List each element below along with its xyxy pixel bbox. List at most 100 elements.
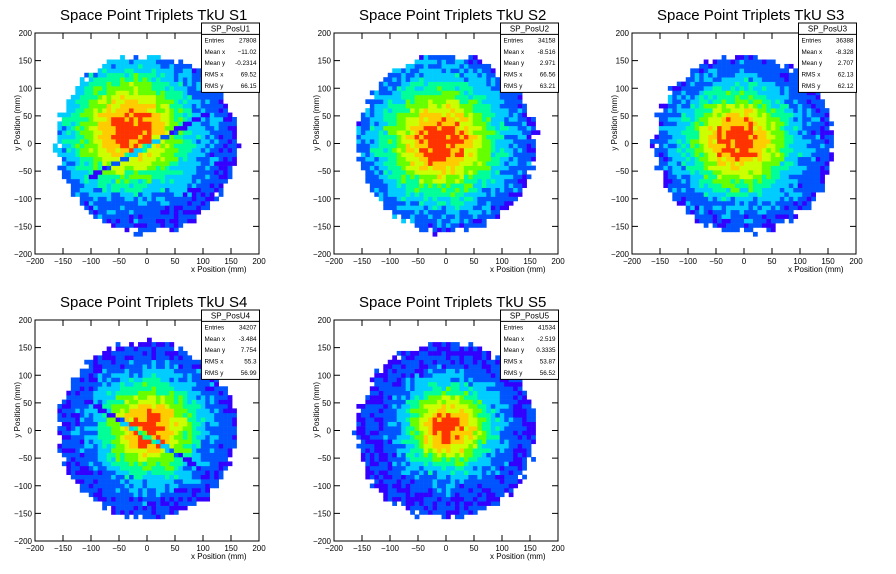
heatmap-cell bbox=[454, 161, 460, 166]
heatmap-cell bbox=[472, 183, 478, 188]
heatmap-cell bbox=[824, 121, 830, 127]
heatmap-cell bbox=[93, 72, 99, 78]
heatmap-cell bbox=[378, 103, 384, 109]
heatmap-cell bbox=[802, 200, 808, 206]
heatmap-cell bbox=[106, 377, 112, 383]
heatmap-cell bbox=[138, 368, 143, 374]
heatmap-cell bbox=[111, 359, 116, 365]
heatmap-cell bbox=[486, 99, 492, 105]
heatmap-cell bbox=[726, 59, 731, 65]
heatmap-cell bbox=[147, 501, 152, 506]
heatmap-cell bbox=[681, 174, 687, 180]
heatmap-cell bbox=[214, 125, 219, 131]
heatmap-cell bbox=[685, 112, 691, 118]
heatmap-cell bbox=[360, 143, 366, 149]
heatmap-cell bbox=[481, 63, 487, 69]
heatmap-cell bbox=[477, 125, 483, 131]
heatmap-cell bbox=[437, 161, 442, 166]
heatmap-cell bbox=[450, 200, 456, 206]
heatmap-cell bbox=[735, 116, 740, 122]
heatmap-cell bbox=[160, 183, 166, 188]
heatmap-cell bbox=[369, 112, 375, 118]
heatmap-cell bbox=[214, 143, 219, 149]
heatmap-cell bbox=[196, 77, 202, 82]
heatmap-cell bbox=[504, 161, 510, 166]
heatmap-cell bbox=[681, 116, 687, 122]
heatmap-cell bbox=[187, 174, 193, 180]
heatmap-cell bbox=[227, 147, 233, 153]
heatmap-cell bbox=[481, 165, 487, 171]
heatmap-cell bbox=[726, 112, 731, 118]
heatmap-cell bbox=[57, 121, 63, 127]
heatmap-cell bbox=[513, 112, 518, 118]
heatmap-cell bbox=[178, 214, 184, 219]
heatmap-cell bbox=[142, 112, 148, 118]
heatmap-cell bbox=[405, 200, 411, 206]
stats-row-label: Mean y bbox=[205, 60, 227, 67]
heatmap-cell bbox=[102, 355, 107, 361]
heatmap-cell bbox=[490, 170, 496, 175]
x-tick-label: 200 bbox=[252, 257, 266, 266]
heatmap-cell bbox=[164, 130, 170, 135]
heatmap-cell bbox=[155, 143, 161, 149]
heatmap-cell bbox=[490, 161, 496, 166]
heatmap-cell bbox=[155, 355, 161, 361]
heatmap-cell bbox=[685, 170, 691, 175]
heatmap-cell bbox=[739, 196, 745, 202]
heatmap-cell bbox=[93, 496, 99, 502]
heatmap-cell bbox=[93, 443, 99, 449]
heatmap-cell bbox=[142, 395, 148, 400]
heatmap-cell bbox=[392, 205, 398, 211]
heatmap-cell bbox=[441, 209, 447, 215]
chart-title: Space Point Triplets TkU S3 bbox=[657, 7, 844, 24]
heatmap-cell bbox=[173, 147, 179, 153]
heatmap-cell bbox=[75, 386, 81, 392]
heatmap-cell bbox=[481, 81, 487, 87]
heatmap-cell bbox=[735, 103, 740, 109]
heatmap-cell bbox=[419, 59, 424, 65]
heatmap-cell bbox=[486, 156, 492, 162]
heatmap-cell bbox=[191, 209, 197, 215]
heatmap-cell bbox=[182, 63, 188, 69]
heatmap-cell bbox=[793, 139, 799, 144]
heatmap-cell bbox=[200, 187, 206, 193]
heatmap-cell bbox=[401, 68, 406, 74]
heatmap-cell bbox=[155, 218, 161, 224]
heatmap-cell bbox=[459, 90, 465, 96]
heatmap-cell bbox=[227, 139, 233, 144]
heatmap-cell bbox=[191, 112, 197, 118]
heatmap-cell bbox=[459, 178, 465, 184]
heatmap-cell bbox=[133, 443, 139, 449]
heatmap-cell bbox=[196, 81, 202, 87]
heatmap-cell bbox=[446, 192, 451, 197]
heatmap-cell bbox=[129, 483, 134, 489]
heatmap-cell bbox=[218, 174, 224, 180]
heatmap-cell bbox=[66, 434, 72, 440]
heatmap-cell bbox=[685, 108, 691, 113]
heatmap-cell bbox=[369, 165, 375, 171]
heatmap-cell bbox=[730, 125, 736, 131]
heatmap-cell bbox=[472, 192, 478, 197]
heatmap-cell bbox=[441, 68, 447, 74]
heatmap-cell bbox=[97, 94, 103, 100]
heatmap-cell bbox=[428, 187, 433, 193]
heatmap-cell bbox=[508, 178, 514, 184]
heatmap-cell bbox=[708, 134, 713, 140]
heatmap-cell bbox=[744, 218, 749, 224]
heatmap-cell bbox=[472, 103, 478, 109]
heatmap-cell bbox=[378, 170, 384, 175]
heatmap-cell bbox=[79, 130, 85, 135]
heatmap-cell bbox=[129, 178, 134, 184]
heatmap-cell bbox=[169, 439, 175, 445]
heatmap-cell bbox=[699, 94, 704, 100]
heatmap-cell bbox=[446, 94, 451, 100]
heatmap-cell bbox=[111, 81, 116, 87]
heatmap-cell bbox=[513, 99, 518, 105]
heatmap-cell bbox=[151, 448, 157, 453]
heatmap-cell bbox=[392, 125, 398, 131]
heatmap-cell bbox=[441, 227, 447, 233]
heatmap-cell bbox=[454, 121, 460, 127]
heatmap-cell bbox=[685, 116, 691, 122]
heatmap-cell bbox=[685, 139, 691, 144]
heatmap-cell bbox=[151, 430, 157, 436]
